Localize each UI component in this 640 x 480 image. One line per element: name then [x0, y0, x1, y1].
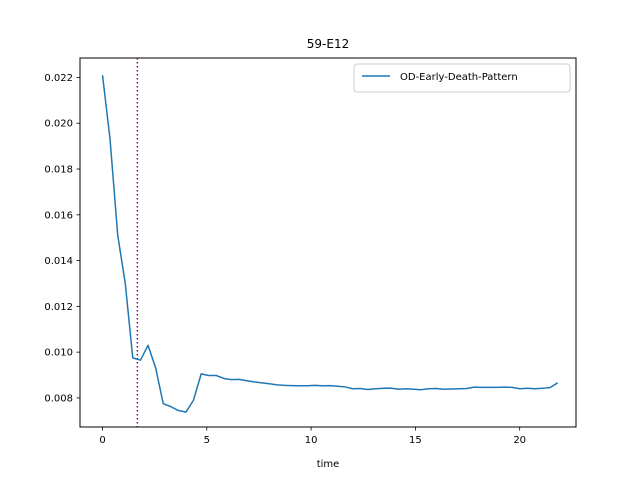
legend-box — [353, 63, 571, 93]
x-tick-label: 0 — [99, 435, 105, 446]
plot-area-frame — [79, 57, 577, 428]
series-line — [101, 75, 559, 413]
x-axis-title: time — [317, 459, 340, 470]
x-tick-label: 15 — [409, 435, 422, 446]
y-tick-label: 0.016 — [44, 210, 73, 221]
y-tick-label: 0.018 — [44, 165, 73, 176]
y-tick-label: 0.022 — [44, 73, 73, 84]
legend-label: OD-Early-Death-Pattern — [400, 72, 518, 83]
y-tick-label: 0.010 — [44, 348, 73, 359]
y-tick-label: 0.020 — [44, 119, 73, 130]
x-tick-label: 10 — [305, 435, 318, 446]
legend: OD-Early-Death-Pattern — [353, 63, 571, 93]
x-tick-label: 5 — [204, 435, 210, 446]
y-tick-label: 0.012 — [44, 302, 73, 313]
chart-title: 59-E12 — [307, 37, 349, 51]
x-tick-label: 20 — [513, 435, 526, 446]
y-tick-label: 0.014 — [44, 256, 73, 267]
y-tick-label: 0.008 — [44, 393, 73, 404]
